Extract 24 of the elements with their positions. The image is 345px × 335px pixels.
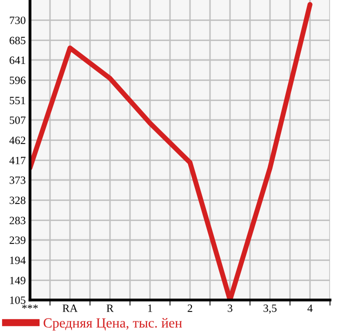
x-tick-label: *** [22,304,38,309]
y-tick-label: 641 [10,56,26,64]
x-tick-label: 2 [188,304,192,312]
x-tick-label: 1 [148,304,152,312]
y-tick-label: 239 [10,236,26,244]
y-tick-label: 551 [10,96,26,104]
y-tick-label: 417 [9,156,26,164]
x-tick-label: 3 [228,304,232,312]
y-tick-label: 730 [10,16,26,24]
x-tick-label: 3,5 [264,304,277,314]
y-tick-label: 194 [10,256,26,264]
legend-label: Средняя Цена, тыс. йен [44,318,182,330]
y-tick-label: 328 [10,196,26,204]
x-tick-label: 4 [307,304,313,312]
y-tick-label: 507 [10,116,26,124]
y-tick-label: 373 [10,176,26,184]
y-tick-label: 149 [10,276,26,284]
y-tick-label: 283 [10,216,26,224]
y-tick-label: 105 [10,296,26,304]
x-tick-label: R [106,304,114,312]
y-tick-label: 462 [9,136,26,144]
x-tick-label: RA [62,304,78,312]
y-tick-label: 685 [10,36,26,44]
y-tick-label: 596 [10,76,26,84]
